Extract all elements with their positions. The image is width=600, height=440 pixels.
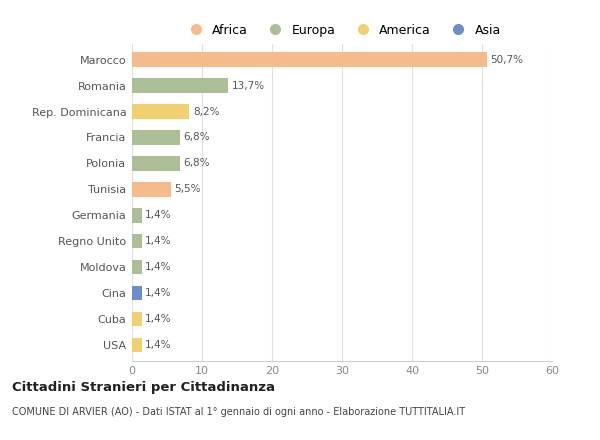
Bar (132, 104, 190, 119)
Text: 6,8%: 6,8% (183, 132, 209, 143)
Bar (132, 52, 487, 67)
Text: 5,5%: 5,5% (174, 184, 200, 194)
Bar (132, 156, 179, 171)
Text: 1,4%: 1,4% (145, 340, 172, 350)
Bar (132, 208, 142, 223)
Text: 13,7%: 13,7% (232, 81, 265, 91)
Text: 1,4%: 1,4% (145, 288, 172, 298)
Text: 8,2%: 8,2% (193, 106, 220, 117)
Text: 50,7%: 50,7% (490, 55, 523, 65)
Text: 1,4%: 1,4% (145, 262, 172, 272)
Text: 1,4%: 1,4% (145, 314, 172, 324)
Text: COMUNE DI ARVIER (AO) - Dati ISTAT al 1° gennaio di ogni anno - Elaborazione TUT: COMUNE DI ARVIER (AO) - Dati ISTAT al 1°… (12, 407, 465, 417)
Text: 1,4%: 1,4% (145, 236, 172, 246)
Bar (132, 234, 142, 249)
Text: 6,8%: 6,8% (183, 158, 209, 169)
Bar (132, 286, 142, 301)
Bar (132, 130, 179, 145)
Bar (132, 260, 142, 275)
Bar (132, 182, 170, 197)
Text: Cittadini Stranieri per Cittadinanza: Cittadini Stranieri per Cittadinanza (12, 381, 275, 394)
Text: 1,4%: 1,4% (145, 210, 172, 220)
Bar (132, 338, 142, 352)
Legend: Africa, Europa, America, Asia: Africa, Europa, America, Asia (178, 18, 506, 41)
Bar (132, 78, 228, 93)
Bar (132, 312, 142, 326)
